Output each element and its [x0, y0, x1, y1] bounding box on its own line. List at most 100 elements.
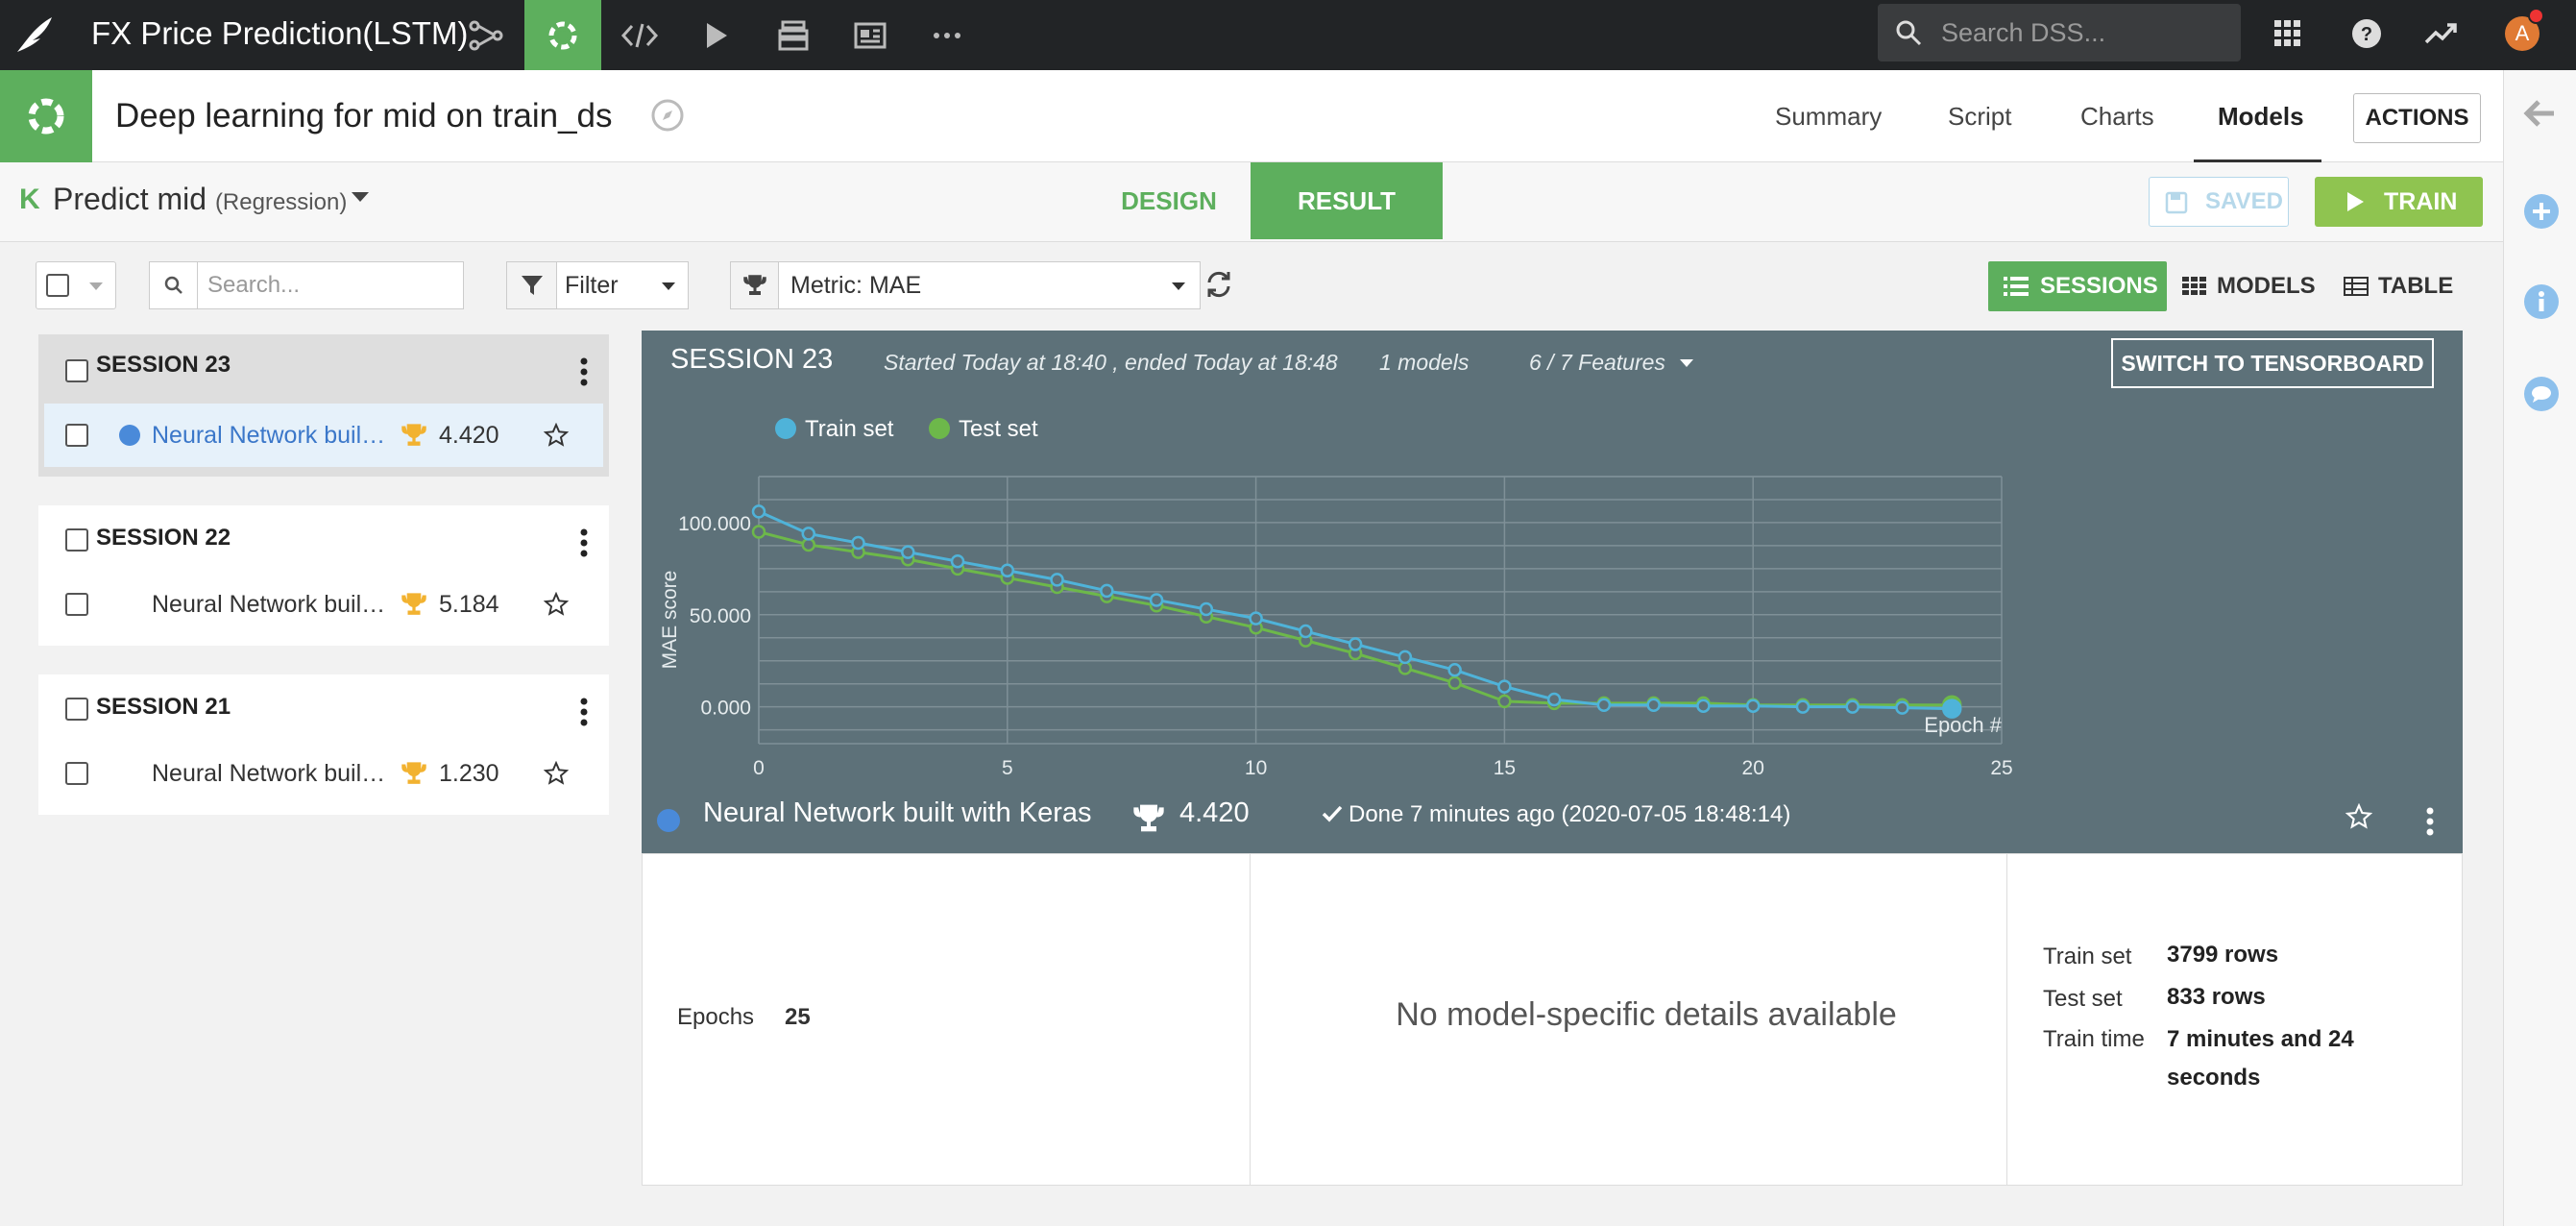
- data-point: [1845, 699, 1859, 714]
- model-score: 4.420: [439, 422, 499, 449]
- analysis-header: Deep learning for mid on train_ds Summar…: [0, 70, 2503, 162]
- model-checkbox[interactable]: [65, 762, 88, 785]
- model-search-input[interactable]: Search...: [149, 261, 464, 309]
- legend-label: Test set: [959, 416, 1038, 442]
- session-times: Started Today at 18:40 , ended Today at …: [884, 350, 1338, 375]
- actions-button[interactable]: ACTIONS: [2353, 93, 2481, 143]
- view-table-button[interactable]: TABLE: [2344, 261, 2468, 311]
- x-tick-label: 5: [1002, 757, 1013, 779]
- active-nav-indicator: [2194, 159, 2321, 162]
- model-row[interactable]: Neural Network built with Keras 4.420: [44, 404, 603, 467]
- data-point: [1546, 692, 1562, 707]
- lab-icon[interactable]: [524, 0, 601, 70]
- tab-result[interactable]: RESULT: [1251, 162, 1443, 239]
- y-tick-label: 100.000: [678, 513, 751, 535]
- model-checkbox[interactable]: [65, 424, 88, 447]
- star-icon[interactable]: [544, 592, 569, 617]
- train-time-label: Train time: [2043, 1026, 2145, 1052]
- table-icon: [2344, 277, 2369, 296]
- data-point: [801, 527, 816, 541]
- data-point: [1646, 698, 1661, 712]
- discussion-icon[interactable]: [2523, 376, 2560, 412]
- code-icon[interactable]: [601, 0, 678, 70]
- switch-to-tensorboard-button[interactable]: SWITCH TO TENSORBOARD: [2111, 338, 2434, 388]
- list-icon: [2004, 277, 2029, 296]
- help-icon[interactable]: ?: [2351, 18, 2382, 49]
- legend-marker: [775, 418, 796, 439]
- nav-summary[interactable]: Summary: [1775, 102, 1883, 131]
- wiki-icon[interactable]: [832, 0, 909, 70]
- data-point: [1895, 700, 1909, 715]
- tab-design[interactable]: DESIGN: [1121, 186, 1217, 215]
- model-color-dot: [119, 425, 140, 446]
- session-checkbox[interactable]: [65, 528, 88, 552]
- chevron-down-icon[interactable]: [351, 191, 370, 203]
- nav-models[interactable]: Models: [2218, 102, 2304, 131]
- view-models-button[interactable]: MODELS: [2182, 261, 2317, 311]
- panel-session-title: SESSION 23: [670, 344, 834, 375]
- model-name-link[interactable]: Neural Network built with Keras: [152, 760, 386, 787]
- panel-model-score: 4.420: [1179, 797, 1250, 828]
- features-dropdown[interactable]: 6 / 7 Features: [1529, 350, 1694, 376]
- panel-model-name[interactable]: Neural Network built with Keras: [703, 797, 1092, 828]
- more-icon[interactable]: [909, 0, 985, 70]
- session-card[interactable]: SESSION 23 Neural Network built with Ker…: [38, 334, 609, 477]
- session-checkbox[interactable]: [65, 359, 88, 382]
- user-avatar[interactable]: A: [2505, 16, 2540, 51]
- info-icon[interactable]: [2523, 283, 2560, 320]
- project-title[interactable]: FX Price Prediction(LSTM): [91, 15, 469, 51]
- plot-area: [759, 477, 2002, 744]
- star-icon[interactable]: [2345, 803, 2372, 830]
- x-tick-label: 25: [1990, 757, 2012, 779]
- global-search-input[interactable]: Search DSS...: [1878, 4, 2241, 61]
- dataiku-logo-icon[interactable]: [13, 13, 58, 56]
- model-row[interactable]: Neural Network built with Keras 1.230: [44, 742, 603, 805]
- x-tick-label: 0: [753, 757, 765, 779]
- model-row[interactable]: Neural Network built with Keras 5.184: [44, 573, 603, 636]
- session-card[interactable]: SESSION 21 Neural Network built with Ker…: [38, 674, 609, 815]
- y-axis-label: MAE score: [659, 571, 681, 670]
- star-icon[interactable]: [544, 423, 569, 448]
- legend-label: Train set: [805, 416, 894, 442]
- add-circle-icon[interactable]: [2523, 193, 2560, 230]
- kebab-menu-icon[interactable]: [2426, 807, 2434, 836]
- refresh-icon[interactable]: [1205, 271, 1232, 298]
- apps-grid-icon[interactable]: [2273, 19, 2302, 48]
- divider: [1250, 854, 1251, 1185]
- select-all-dropdown[interactable]: [36, 261, 116, 309]
- saved-button[interactable]: SAVED: [2149, 177, 2289, 227]
- data-point: [1596, 698, 1612, 712]
- collapse-arrow-icon[interactable]: [2523, 99, 2556, 128]
- flow-icon[interactable]: [448, 0, 524, 70]
- nav-charts[interactable]: Charts: [2080, 102, 2154, 131]
- search-icon: [1896, 20, 1922, 46]
- kebab-menu-icon[interactable]: [580, 528, 588, 557]
- grid-icon: [2182, 277, 2206, 295]
- activity-trend-icon[interactable]: [2424, 21, 2459, 46]
- train-button[interactable]: TRAIN: [2315, 177, 2483, 227]
- model-checkbox[interactable]: [65, 593, 88, 616]
- results-toolbar: Search... Filter Metric: MAE SESSIONS MO…: [0, 242, 2503, 329]
- model-name-link[interactable]: Neural Network built with Keras: [152, 422, 386, 449]
- dashboards-icon[interactable]: [755, 0, 832, 70]
- y-tick-label: 50.000: [690, 605, 751, 627]
- star-icon[interactable]: [544, 761, 569, 786]
- kebab-menu-icon[interactable]: [580, 698, 588, 726]
- filter-dropdown[interactable]: Filter: [506, 261, 689, 309]
- run-icon[interactable]: [678, 0, 755, 70]
- nav-script[interactable]: Script: [1948, 102, 2012, 131]
- kebab-menu-icon[interactable]: [580, 357, 588, 386]
- session-checkbox[interactable]: [65, 698, 88, 721]
- session-card[interactable]: SESSION 22 Neural Network built with Ker…: [38, 505, 609, 646]
- save-disk-icon: [2165, 191, 2188, 214]
- data-point: [1397, 650, 1413, 665]
- view-sessions-button[interactable]: SESSIONS: [1988, 261, 2167, 311]
- metric-select[interactable]: Metric: MAE: [730, 261, 1201, 309]
- model-name-link[interactable]: Neural Network built with Keras: [152, 591, 386, 618]
- model-color-dot: [657, 809, 680, 832]
- select-all-checkbox[interactable]: [46, 274, 69, 297]
- trophy-icon: [401, 761, 426, 786]
- compass-icon[interactable]: [650, 98, 685, 133]
- chevron-down-icon: [89, 282, 103, 290]
- prediction-task-selector[interactable]: Predict mid (Regression): [53, 182, 347, 217]
